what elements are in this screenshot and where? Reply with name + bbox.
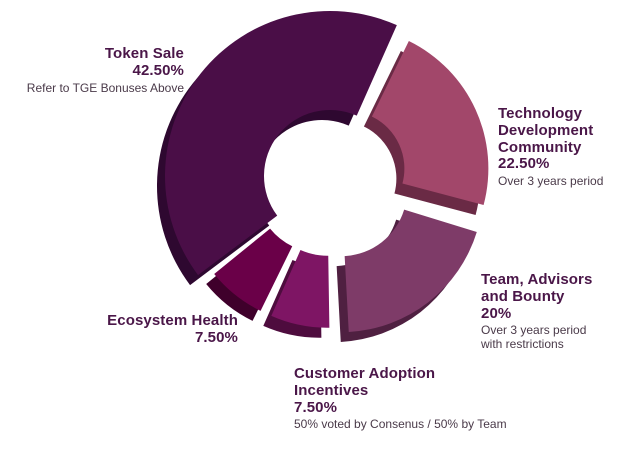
tech-value: 22.50% bbox=[498, 155, 550, 173]
ecosystem-name: Ecosystem Health bbox=[107, 312, 238, 329]
customer-name-line-2: Incentives bbox=[294, 381, 369, 399]
team-note-line-1: Over 3 years period bbox=[481, 323, 587, 338]
slice-faces bbox=[164, 11, 489, 332]
slice-team-advisors-bounty bbox=[344, 209, 477, 332]
label-technology-development-community: Technology Development Community 22.50% … bbox=[498, 105, 604, 189]
tech-name-line-2: Development bbox=[498, 121, 594, 139]
team-note-line-2: with restrictions bbox=[481, 336, 564, 351]
slice-technology-development-community bbox=[371, 41, 489, 206]
label-token-sale: Token Sale 42.50% Refer to TGE Bonuses A… bbox=[26, 45, 184, 95]
label-team-advisors-bounty: Team, Advisors and Bounty 20% Over 3 yea… bbox=[481, 271, 593, 351]
tech-name-line-3: Community bbox=[498, 138, 582, 156]
token-sale-name: Token Sale bbox=[104, 45, 184, 62]
ecosystem-value: 7.50% bbox=[194, 328, 238, 346]
customer-note: 50% voted by Consenus / 50% by Team bbox=[294, 417, 507, 432]
label-ecosystem-health: Ecosystem Health 7.50% bbox=[107, 312, 238, 347]
customer-value: 7.50% bbox=[294, 398, 338, 416]
token-sale-value: 42.50% bbox=[132, 61, 184, 79]
team-value: 20% bbox=[481, 304, 512, 322]
customer-name-line-1: Customer Adoption bbox=[294, 365, 436, 382]
slice-customer-adoption-incentives bbox=[271, 250, 330, 328]
tech-name-line-1: Technology bbox=[498, 105, 583, 122]
tech-note: Over 3 years period bbox=[498, 174, 604, 189]
team-name-line-1: Team, Advisors bbox=[481, 271, 593, 288]
label-customer-adoption-incentives: Customer Adoption Incentives 7.50% 50% v… bbox=[294, 365, 507, 432]
slice-ecosystem-health bbox=[214, 228, 293, 311]
slice-token-sale bbox=[164, 11, 397, 276]
token-sale-note: Refer to TGE Bonuses Above bbox=[26, 80, 184, 95]
team-name-line-2: and Bounty bbox=[481, 287, 565, 305]
